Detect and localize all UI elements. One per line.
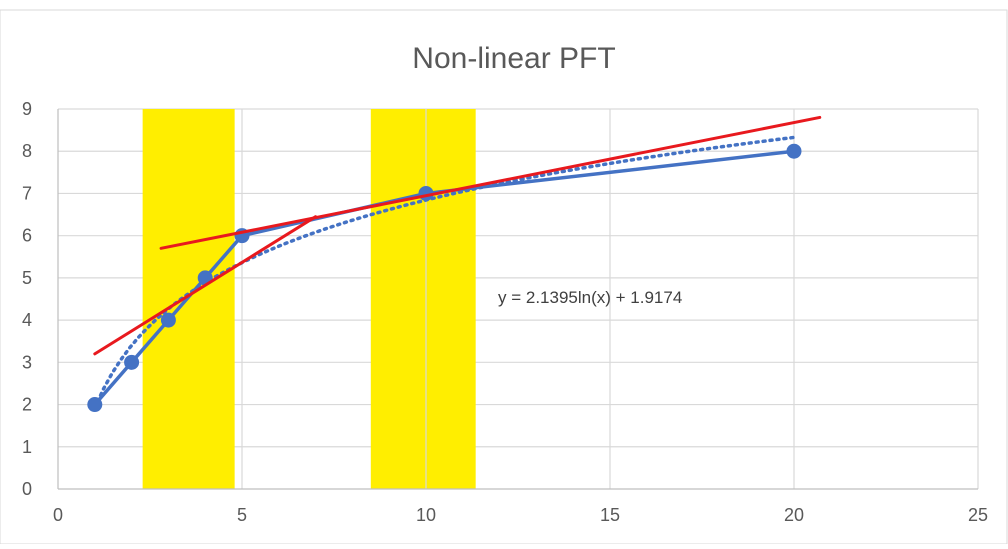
chart-title: Non-linear PFT bbox=[412, 42, 615, 75]
tangent-line bbox=[93, 215, 318, 356]
x-tick-label: 0 bbox=[53, 505, 63, 525]
y-tick-label: 7 bbox=[22, 183, 32, 203]
y-tick-label: 1 bbox=[22, 437, 32, 457]
data-point bbox=[786, 143, 802, 159]
y-tick-label: 4 bbox=[22, 310, 32, 330]
x-tick-label: 10 bbox=[416, 505, 436, 525]
y-tick-label: 0 bbox=[22, 479, 32, 499]
data-point bbox=[87, 397, 103, 413]
x-tick-label: 25 bbox=[968, 505, 988, 525]
y-tick-label: 6 bbox=[22, 226, 32, 246]
tangent-line bbox=[159, 115, 822, 250]
data-point bbox=[124, 354, 140, 370]
x-tick-label: 20 bbox=[784, 505, 804, 525]
y-tick-label: 8 bbox=[22, 141, 32, 161]
axes: 0 5 10 15 20 25 0 1 2 3 4 5 6 7 8 9 bbox=[22, 99, 988, 525]
data-point bbox=[160, 312, 176, 328]
y-tick-label: 2 bbox=[22, 395, 32, 415]
y-tick-label: 3 bbox=[22, 352, 32, 372]
y-tick-label: 5 bbox=[22, 268, 32, 288]
x-tick-label: 15 bbox=[600, 505, 620, 525]
highlight-bands bbox=[142, 109, 476, 489]
y-tick-label: 9 bbox=[22, 99, 32, 119]
highlight-band bbox=[370, 109, 476, 489]
series-layer bbox=[87, 143, 802, 413]
trendline-equation: y = 2.1395ln(x) + 1.9174 bbox=[498, 288, 682, 307]
x-tick-label: 5 bbox=[237, 505, 247, 525]
tangent-lines bbox=[93, 115, 822, 356]
